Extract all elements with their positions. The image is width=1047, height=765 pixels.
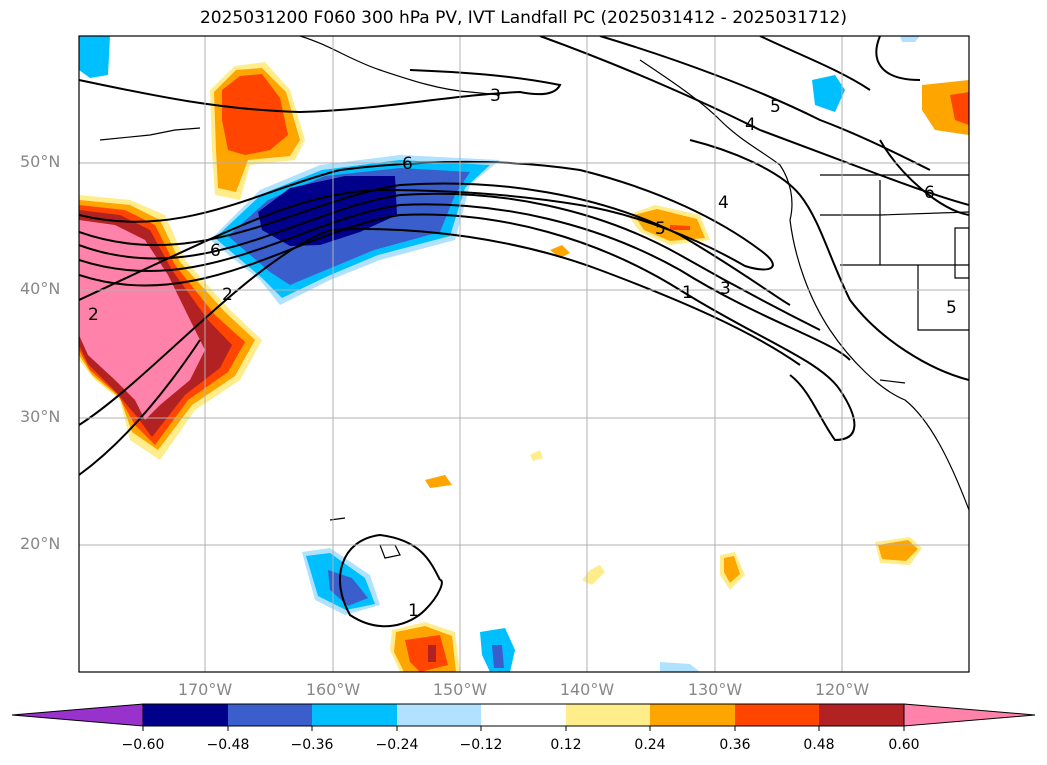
colorbar-cell bbox=[735, 704, 819, 726]
contour-label: 2 bbox=[222, 285, 233, 305]
colorbar-cell bbox=[312, 704, 397, 726]
colorbar-tick-label: 0.60 bbox=[888, 737, 920, 753]
colorbar-tick-label: −0.12 bbox=[459, 737, 503, 753]
colorbar-cell bbox=[143, 704, 228, 726]
colorbar-tick-label: 0.24 bbox=[634, 737, 666, 753]
lat-label: 40°N bbox=[20, 279, 61, 298]
contour-label: 2 bbox=[88, 305, 99, 325]
lon-label: 170°W bbox=[177, 680, 233, 699]
lat-label: 20°N bbox=[20, 534, 61, 553]
contour-label: 5 bbox=[770, 97, 781, 117]
colorbar-tick-label: 0.36 bbox=[719, 737, 751, 753]
contour-label: 6 bbox=[924, 183, 935, 203]
lon-label: 140°W bbox=[559, 680, 615, 699]
lon-label: 130°W bbox=[687, 680, 743, 699]
colorbar-tick-label: −0.60 bbox=[121, 737, 165, 753]
colorbar-tick-label: 0.48 bbox=[803, 737, 835, 753]
colorbar-cell bbox=[650, 704, 735, 726]
contour-label-group: 3 6 5 4 3 1 5 4 6 5 6 2 2 1 bbox=[88, 86, 957, 621]
colorbar-cell bbox=[228, 704, 312, 726]
contour-label: 5 bbox=[946, 298, 957, 318]
contour-label: 5 bbox=[655, 219, 666, 239]
colorbar-extend-low bbox=[11, 703, 144, 727]
contour-label: 6 bbox=[402, 154, 413, 174]
lat-label: 30°N bbox=[20, 407, 61, 426]
lon-label: 120°W bbox=[814, 680, 870, 699]
contour-label: 3 bbox=[720, 279, 731, 299]
colorbar-cell bbox=[481, 704, 566, 726]
coastlines bbox=[99, 36, 969, 559]
contour-label: 6 bbox=[210, 241, 221, 261]
contour-label: 4 bbox=[718, 193, 729, 213]
colorbar-cell bbox=[819, 704, 904, 726]
colorbar-tick-label: 0.12 bbox=[550, 737, 582, 753]
contour-label: 4 bbox=[745, 115, 756, 135]
lon-label: 150°W bbox=[432, 680, 488, 699]
contour-label: 3 bbox=[490, 86, 501, 106]
colorbar-extend-high bbox=[903, 703, 1036, 727]
ivt-contours bbox=[79, 36, 969, 628]
contour-label: 1 bbox=[408, 601, 419, 621]
colorbar-outline bbox=[142, 703, 905, 727]
lon-label: 160°W bbox=[305, 680, 361, 699]
map-panel: 3 6 5 4 3 1 5 4 6 5 6 2 2 1 bbox=[78, 35, 970, 673]
colorbar-cell bbox=[397, 704, 481, 726]
gridlines bbox=[79, 36, 969, 672]
colorbar-tick-label: −0.48 bbox=[206, 737, 250, 753]
map-title: 2025031200 F060 300 hPa PV, IVT Landfall… bbox=[199, 8, 847, 28]
lat-label: 50°N bbox=[20, 152, 61, 171]
contour-label: 1 bbox=[682, 283, 693, 303]
map-frame bbox=[78, 35, 970, 673]
colorbar-tick-label: −0.24 bbox=[375, 737, 419, 753]
colorbar-cell bbox=[566, 704, 650, 726]
colorbar-tick-label: −0.36 bbox=[290, 737, 334, 753]
